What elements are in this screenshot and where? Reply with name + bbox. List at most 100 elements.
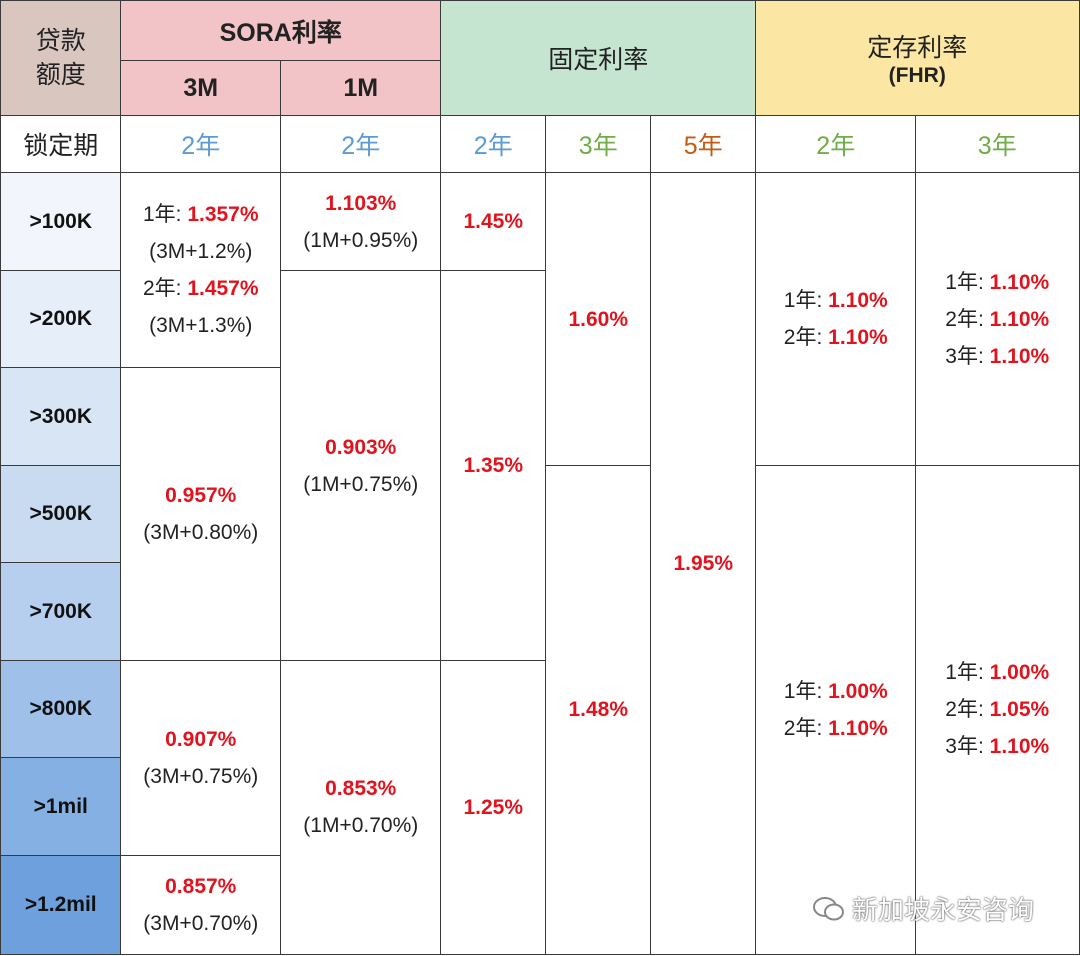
rate-line: (3M+1.3%) xyxy=(149,307,252,344)
amount-cell: >1.2mil xyxy=(0,855,122,955)
amount-label: >200K xyxy=(29,307,92,331)
lock-cell: 5年 xyxy=(650,115,757,174)
rate-note: (3M+1.3%) xyxy=(149,314,253,338)
term-prefix: 1年: xyxy=(945,270,984,294)
rate-cell: 1.48% xyxy=(545,465,652,955)
amount-cell: >800K xyxy=(0,660,122,759)
rate-cell: 0.853% (1M+0.70%) xyxy=(280,660,442,955)
lock-term: 2年 xyxy=(181,132,221,161)
rate-value: 0.857% xyxy=(165,874,237,898)
lock-cell: 2年 xyxy=(120,115,282,174)
lock-term: 2年 xyxy=(341,132,381,161)
term-prefix: 2年: xyxy=(783,716,823,740)
watermark-text: 新加坡永安咨询 xyxy=(852,895,1035,925)
rate-line: (1M+0.75%) xyxy=(303,466,418,503)
rate-line: 1年: 1.00% xyxy=(945,654,1049,691)
header-cell: 3M xyxy=(120,60,282,117)
rate-line: 3年: 1.10% xyxy=(945,338,1049,375)
rate-note: (1M+0.95%) xyxy=(303,228,419,252)
amount-cell: >100K xyxy=(0,172,122,272)
rate-line: 0.957% xyxy=(165,477,236,514)
rate-line: 2年: 1.457% xyxy=(143,270,259,307)
rate-cell: 1年: 1.00% 2年: 1.05% 3年: 1.10% xyxy=(915,465,1080,955)
rate-cell: 1年: 1.10% 2年: 1.10% xyxy=(755,172,917,467)
rate-line: 2年: 1.10% xyxy=(945,301,1049,338)
rate-value: 1.103% xyxy=(325,191,397,215)
rate-line: 2年: 1.05% xyxy=(945,691,1049,728)
watermark: 新加坡永安咨询 xyxy=(812,890,1034,927)
rate-cell: 1年: 1.10% 2年: 1.10% 3年: 1.10% xyxy=(915,172,1080,467)
header-text: SORA利率 xyxy=(219,18,342,47)
rate-value: 1.60% xyxy=(568,307,629,331)
rate-line: 1.45% xyxy=(463,203,523,240)
rate-line: 1.103% xyxy=(325,185,396,222)
amount-label: >500K xyxy=(29,502,92,526)
rate-value: 1.10% xyxy=(828,326,888,350)
rate-line: 2年: 1.10% xyxy=(784,319,888,356)
rate-value: 1.05% xyxy=(989,698,1050,722)
term-prefix: 2年: xyxy=(142,277,182,301)
rate-value: 1.10% xyxy=(989,270,1050,294)
header-text: 3M xyxy=(183,73,219,102)
header-text: 固定利率 xyxy=(548,46,649,75)
amount-label: >700K xyxy=(29,599,92,623)
rate-value: 1.10% xyxy=(828,289,888,313)
rate-value: 1.00% xyxy=(828,679,888,703)
rate-line: (3M+0.80%) xyxy=(143,514,258,551)
amount-cell: >300K xyxy=(0,367,122,467)
header-cell: 定存利率 (FHR) xyxy=(755,0,1080,117)
rate-cell: 1.103% (1M+0.95%) xyxy=(280,172,442,272)
rate-line: (1M+0.95%) xyxy=(303,222,418,259)
rate-cell: 1.45% xyxy=(440,172,547,272)
lock-term: 3年 xyxy=(977,132,1017,161)
term-prefix: 3年: xyxy=(945,344,984,368)
rate-line: 0.853% xyxy=(325,770,396,807)
rate-cell: 0.903% (1M+0.75%) xyxy=(280,270,442,662)
term-prefix: 2年: xyxy=(783,326,823,350)
rate-line: 3年: 1.10% xyxy=(945,728,1049,765)
rate-line: 1.95% xyxy=(673,545,733,582)
rate-value: 1.457% xyxy=(187,277,259,301)
rate-value: 0.903% xyxy=(325,435,397,459)
lock-cell: 锁定期 xyxy=(0,115,122,174)
rate-cell: 1.60% xyxy=(545,172,652,467)
lock-cell: 3年 xyxy=(545,115,652,174)
term-prefix: 1年: xyxy=(142,203,182,227)
lock-term: 5年 xyxy=(683,132,723,161)
lock-term: 2年 xyxy=(816,132,856,161)
rate-line: 1.35% xyxy=(463,447,523,484)
rate-value: 1.48% xyxy=(568,698,629,722)
rate-value: 1.00% xyxy=(989,661,1050,685)
rate-line: 0.903% xyxy=(325,429,396,466)
amount-label: >100K xyxy=(29,209,92,233)
header-cell: 1M xyxy=(280,60,442,117)
rate-line: 1.60% xyxy=(568,301,628,338)
term-prefix: 2年: xyxy=(945,698,984,722)
lock-term: 3年 xyxy=(578,132,618,161)
rate-line: 1年: 1.10% xyxy=(945,264,1049,301)
lock-cell: 2年 xyxy=(280,115,442,174)
rate-cell: 0.907% (3M+0.75%) xyxy=(120,660,282,857)
lock-cell: 2年 xyxy=(440,115,547,174)
rate-note: (3M+0.70%) xyxy=(143,911,259,935)
rate-line: (3M+1.2%) xyxy=(149,233,252,270)
amount-cell: >500K xyxy=(0,465,122,564)
rate-note: (3M+1.2%) xyxy=(149,240,253,264)
rate-value: 1.95% xyxy=(673,551,734,575)
rate-cell: 1年: 1.00% 2年: 1.10% xyxy=(755,465,917,955)
rate-value: 0.853% xyxy=(325,777,397,801)
header-cell: SORA利率 xyxy=(120,0,442,62)
rate-line: 0.857% xyxy=(165,868,236,905)
term-prefix: 1年: xyxy=(945,661,984,685)
lock-term: 2年 xyxy=(473,132,513,161)
rate-value: 1.10% xyxy=(989,735,1050,759)
lock-cell: 2年 xyxy=(755,115,917,174)
rate-line: 2年: 1.10% xyxy=(784,710,888,747)
amount-cell: >1mil xyxy=(0,757,122,857)
wechat-icon xyxy=(813,896,844,920)
term-prefix: 1年: xyxy=(783,289,823,313)
rate-line: (3M+0.75%) xyxy=(143,758,258,795)
rate-line: (1M+0.70%) xyxy=(303,807,418,844)
rate-line: 1.48% xyxy=(568,691,628,728)
